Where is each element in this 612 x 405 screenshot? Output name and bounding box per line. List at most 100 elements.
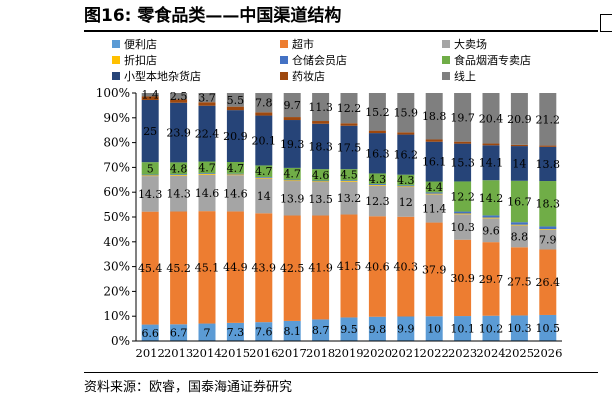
data-label: 10.5 — [536, 322, 561, 335]
bar-segment — [510, 146, 528, 181]
bar-segment — [226, 322, 244, 341]
bar-segment — [510, 225, 528, 248]
data-label: 1.4 — [141, 89, 159, 102]
bar-segment — [397, 216, 415, 317]
x-tick-label: 2021 — [391, 346, 420, 360]
data-label: 14.6 — [195, 187, 220, 200]
bar-segment — [397, 185, 415, 187]
bar-segment — [425, 316, 443, 341]
data-label: 4.8 — [170, 162, 188, 175]
data-label: 20.4 — [479, 112, 504, 125]
bar-segment — [482, 215, 500, 218]
legend-label: 小型本地杂货店 — [124, 69, 201, 83]
legend-item: 药妆店 — [280, 68, 325, 83]
bar-segment — [170, 324, 188, 341]
bar-segment — [312, 121, 330, 124]
data-label: 4.4 — [425, 181, 443, 194]
legend-swatch — [280, 39, 288, 48]
bar-segment — [510, 247, 528, 316]
x-tick-label: 2023 — [448, 346, 477, 360]
data-label: 12 — [399, 196, 413, 209]
bar-segment — [141, 93, 159, 97]
legend-swatch — [112, 39, 120, 48]
bar-segment — [539, 146, 557, 182]
bar-segment — [340, 317, 358, 341]
bar-segment — [454, 141, 472, 144]
data-label: 17.5 — [337, 141, 362, 154]
data-label: 18.3 — [308, 140, 333, 153]
data-label: 13.5 — [308, 193, 333, 206]
bar-segment — [340, 93, 358, 124]
bar-segment — [170, 102, 188, 163]
data-label: 16.7 — [507, 196, 532, 209]
data-label: 7 — [204, 326, 211, 339]
bar-segment — [141, 99, 159, 163]
y-tick-label: 90% — [103, 111, 130, 125]
bar-segment — [226, 174, 244, 176]
data-label: 4.7 — [227, 162, 245, 175]
data-label: 18.8 — [422, 110, 447, 123]
bar-segment — [226, 173, 244, 175]
bar-segment — [198, 174, 216, 175]
data-label: 22.4 — [195, 128, 220, 141]
data-label: 40.6 — [365, 261, 390, 274]
data-label: 6.6 — [141, 327, 159, 340]
bar-segment — [539, 181, 557, 227]
data-label: 4.6 — [312, 169, 330, 182]
bar-segment — [368, 130, 386, 134]
bar-segment — [283, 181, 301, 216]
x-tick-label: 2018 — [306, 346, 335, 360]
data-label: 4.5 — [340, 169, 358, 182]
bar-segment — [170, 99, 188, 103]
x-tick-label: 2024 — [476, 346, 505, 360]
bar-segment — [226, 211, 244, 323]
bar-segment — [312, 93, 330, 122]
data-label: 9.9 — [397, 323, 415, 336]
bar-segment — [226, 106, 244, 111]
data-label: 27.5 — [507, 275, 532, 288]
bar-segment — [368, 133, 386, 174]
y-tick-label: 50% — [103, 210, 130, 224]
data-label: 19.3 — [280, 138, 305, 151]
bar-segment — [482, 145, 500, 181]
bar-segment — [170, 175, 188, 212]
bar-segment — [170, 162, 188, 175]
data-label: 16.2 — [394, 149, 419, 162]
data-label: 10.3 — [450, 221, 475, 234]
legend-swatch — [442, 55, 450, 64]
bar-segment — [397, 186, 415, 188]
legend-item: 大卖场 — [442, 36, 487, 51]
legend-swatch — [280, 55, 288, 64]
bar-segment — [510, 222, 528, 225]
bar-segment — [255, 213, 273, 323]
bar-segment — [141, 211, 159, 325]
bar-segment — [425, 192, 443, 194]
bar-segment — [397, 93, 415, 133]
data-label: 18.3 — [536, 198, 561, 211]
data-label: 14 — [257, 190, 271, 203]
data-label: 4.7 — [283, 168, 301, 181]
bar-segment — [397, 174, 415, 186]
x-tick-label: 2022 — [420, 346, 449, 360]
data-label: 7.9 — [539, 234, 557, 247]
data-label: 15.3 — [450, 157, 475, 170]
bar-segment — [226, 175, 244, 212]
bar-segment — [283, 93, 301, 118]
x-tick-label: 2015 — [221, 346, 250, 360]
data-label: 8.1 — [283, 325, 301, 338]
data-label: 44.9 — [223, 261, 248, 274]
bar-segment — [454, 143, 472, 182]
bar-segment — [539, 93, 557, 146]
bar-segment — [340, 181, 358, 182]
bar-segment — [255, 177, 273, 178]
bar-segment — [312, 180, 330, 182]
bar-segment — [255, 115, 273, 166]
bar-segment — [198, 211, 216, 324]
bar-segment — [283, 320, 301, 341]
data-label: 20.9 — [507, 113, 532, 126]
bar-segment — [141, 175, 159, 177]
data-label: 11.3 — [308, 101, 333, 114]
bar-segment — [510, 93, 528, 145]
legend-swatch — [280, 71, 288, 80]
x-tick-label: 2025 — [505, 346, 534, 360]
